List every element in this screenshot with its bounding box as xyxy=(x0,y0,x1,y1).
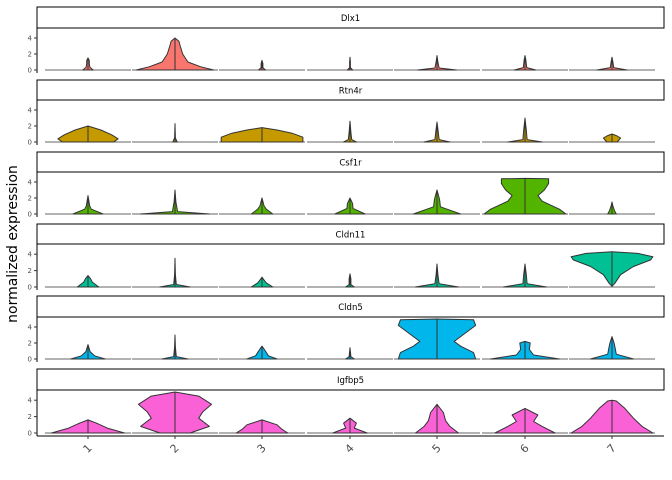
y-tick-label: 0 xyxy=(28,430,32,438)
y-tick-label: 0 xyxy=(28,211,32,219)
y-axis-label: normalized expression xyxy=(5,165,21,323)
y-tick-label: 0 xyxy=(28,139,32,147)
x-tick-label: 2 xyxy=(168,442,182,456)
y-tick-label: 2 xyxy=(28,123,32,131)
panels: Dlx1 0 2 4 Rtn4r 0 2 4 Csf1r 0 2 4 Cldn11 0 2 4 Cldn5 0 2 4… xyxy=(28,6,665,438)
y-tick-label: 2 xyxy=(28,340,32,348)
y-tick-label: 2 xyxy=(28,413,32,421)
facet-label: Dlx1 xyxy=(341,14,360,24)
facet-strip xyxy=(36,79,665,101)
y-tick-label: 4 xyxy=(28,251,33,259)
x-tick-label: 4 xyxy=(343,442,357,456)
facet-strip xyxy=(36,223,665,245)
facet-label: Csf1r xyxy=(339,159,362,169)
y-tick-label: 4 xyxy=(28,35,33,43)
panel-cldn11: Cldn11 0 2 4 xyxy=(28,223,665,292)
facet-label: Cldn11 xyxy=(336,231,366,241)
x-axis: 1 2 3 4 5 6 7 xyxy=(37,435,664,456)
x-tick-label: 3 xyxy=(255,442,269,456)
x-tick-label: 6 xyxy=(518,442,532,456)
y-tick-label: 4 xyxy=(28,179,33,187)
y-tick-label: 2 xyxy=(28,195,32,203)
y-tick-label: 4 xyxy=(28,107,33,115)
facet-label: Rtn4r xyxy=(339,87,363,97)
panel-cldn5: Cldn5 0 2 4 xyxy=(28,295,665,364)
facet-strip xyxy=(36,6,665,29)
y-tick-label: 0 xyxy=(28,356,32,364)
y-tick-label: 0 xyxy=(28,284,32,292)
facet-strip xyxy=(36,151,665,173)
y-tick-label: 0 xyxy=(28,67,32,75)
x-tick-label: 7 xyxy=(605,442,619,456)
y-tick-label: 2 xyxy=(28,267,32,275)
y-tick-label: 4 xyxy=(28,397,33,405)
facet-strip xyxy=(36,368,665,391)
panel-csf1r: Csf1r 0 2 4 xyxy=(28,151,665,219)
panel-igfbp5: Igfbp5 0 2 4 xyxy=(28,368,665,438)
panel-rtn4r: Rtn4r 0 2 4 xyxy=(28,79,665,147)
facet-label: Cldn5 xyxy=(338,303,363,313)
y-tick-label: 4 xyxy=(28,324,33,332)
facet-label: Igfbp5 xyxy=(337,376,364,386)
x-tick-label: 1 xyxy=(81,442,95,456)
panel-dlx1: Dlx1 0 2 4 xyxy=(28,6,665,75)
facet-strip xyxy=(36,295,665,318)
x-tick-label: 5 xyxy=(430,442,444,456)
y-tick-label: 2 xyxy=(28,51,32,59)
